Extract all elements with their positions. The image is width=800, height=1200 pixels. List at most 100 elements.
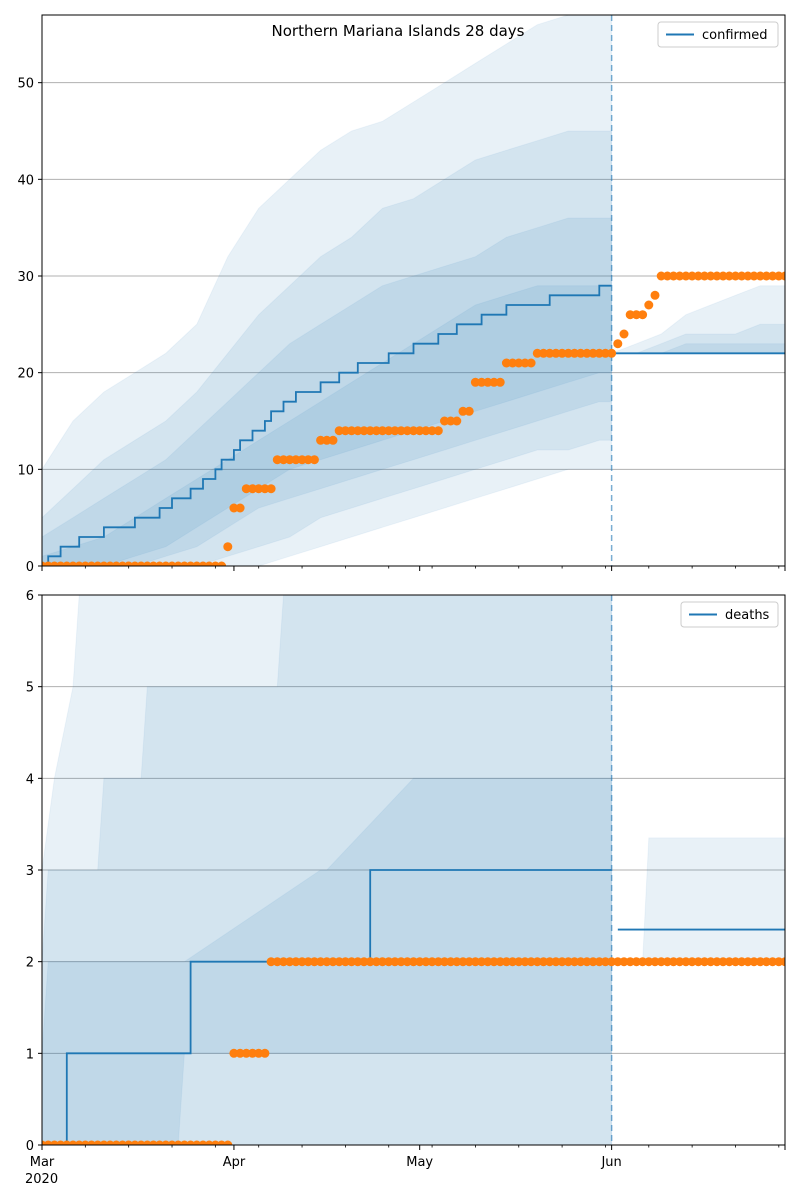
data-point xyxy=(470,957,480,967)
data-point xyxy=(631,310,641,320)
data-point xyxy=(316,435,326,445)
y-tick-label: 30 xyxy=(17,270,34,285)
data-point xyxy=(508,957,518,967)
data-point xyxy=(495,957,505,967)
data-point xyxy=(384,957,394,967)
data-point xyxy=(532,348,542,358)
data-point xyxy=(625,957,635,967)
data-point xyxy=(241,1048,251,1058)
data-point xyxy=(638,957,648,967)
data-point xyxy=(675,271,685,281)
data-point xyxy=(433,957,443,967)
x-tick-label: May xyxy=(406,1155,433,1170)
data-point xyxy=(607,957,617,967)
prediction-band xyxy=(611,285,785,354)
data-point xyxy=(638,310,648,320)
legend-label: confirmed xyxy=(702,28,768,43)
data-point xyxy=(254,484,264,494)
data-point xyxy=(724,957,734,967)
data-point xyxy=(384,426,394,436)
data-point xyxy=(452,957,462,967)
y-tick-label: 2 xyxy=(26,956,34,971)
data-point xyxy=(774,957,784,967)
y-tick-label: 6 xyxy=(26,589,34,604)
data-point xyxy=(737,957,747,967)
data-point xyxy=(378,426,387,436)
data-point xyxy=(229,503,239,513)
data-point xyxy=(322,957,332,967)
data-point xyxy=(644,957,654,967)
prediction-band xyxy=(42,285,613,566)
data-point xyxy=(700,271,709,281)
data-point xyxy=(656,957,666,967)
data-point xyxy=(402,426,412,436)
data-point xyxy=(625,310,635,320)
data-point xyxy=(452,416,462,426)
observed-points xyxy=(42,957,785,1145)
data-point xyxy=(545,957,555,967)
data-point xyxy=(254,1048,264,1058)
data-point xyxy=(731,957,740,967)
data-point xyxy=(761,271,771,281)
data-point xyxy=(570,957,579,967)
prediction-band xyxy=(42,217,613,566)
data-point xyxy=(489,957,499,967)
y-tick-label: 10 xyxy=(17,463,34,478)
data-point xyxy=(761,957,771,967)
data-point xyxy=(681,957,691,967)
band-layer xyxy=(42,595,785,1145)
data-point xyxy=(501,957,511,967)
data-point xyxy=(712,957,722,967)
x-tick-label: Apr xyxy=(223,1155,246,1170)
data-point xyxy=(582,348,592,358)
data-point xyxy=(427,426,437,436)
data-point xyxy=(427,957,437,967)
data-point xyxy=(545,348,555,358)
data-point xyxy=(223,542,233,552)
prediction-band xyxy=(617,837,785,963)
data-point xyxy=(551,957,561,967)
data-point xyxy=(557,957,567,967)
data-point xyxy=(285,957,295,967)
data-point xyxy=(464,406,474,416)
data-point xyxy=(477,957,487,967)
data-point xyxy=(644,300,654,310)
data-point xyxy=(279,455,288,465)
data-point xyxy=(359,957,369,967)
data-point xyxy=(693,271,703,281)
data-point xyxy=(526,358,536,368)
axes-frame xyxy=(41,594,786,1146)
data-point xyxy=(588,348,598,358)
chart-title: Northern Mariana Islands 28 days xyxy=(272,22,525,40)
data-point xyxy=(693,957,703,967)
data-point xyxy=(359,426,369,436)
data-point xyxy=(309,455,319,465)
data-point xyxy=(724,271,734,281)
median-line xyxy=(42,284,612,566)
data-point xyxy=(266,484,276,494)
y-tick-label: 40 xyxy=(17,173,34,188)
data-point xyxy=(675,957,685,967)
legend-label: deaths xyxy=(725,608,770,623)
data-point xyxy=(768,271,778,281)
data-point xyxy=(365,426,375,436)
data-point xyxy=(334,426,344,436)
data-point xyxy=(731,271,740,281)
data-point xyxy=(508,358,518,368)
data-point xyxy=(600,957,610,967)
data-point xyxy=(464,957,474,967)
data-point xyxy=(415,426,425,436)
data-point xyxy=(328,435,338,445)
data-point xyxy=(768,957,778,967)
data-point xyxy=(669,271,678,281)
data-point xyxy=(272,957,282,967)
data-point xyxy=(266,957,276,967)
data-point xyxy=(353,426,363,436)
data-point xyxy=(706,957,716,967)
data-point xyxy=(780,271,785,281)
data-point xyxy=(353,957,363,967)
x-year-label: 2020 xyxy=(25,1172,58,1187)
data-point xyxy=(390,426,400,436)
prediction-band xyxy=(42,15,613,566)
